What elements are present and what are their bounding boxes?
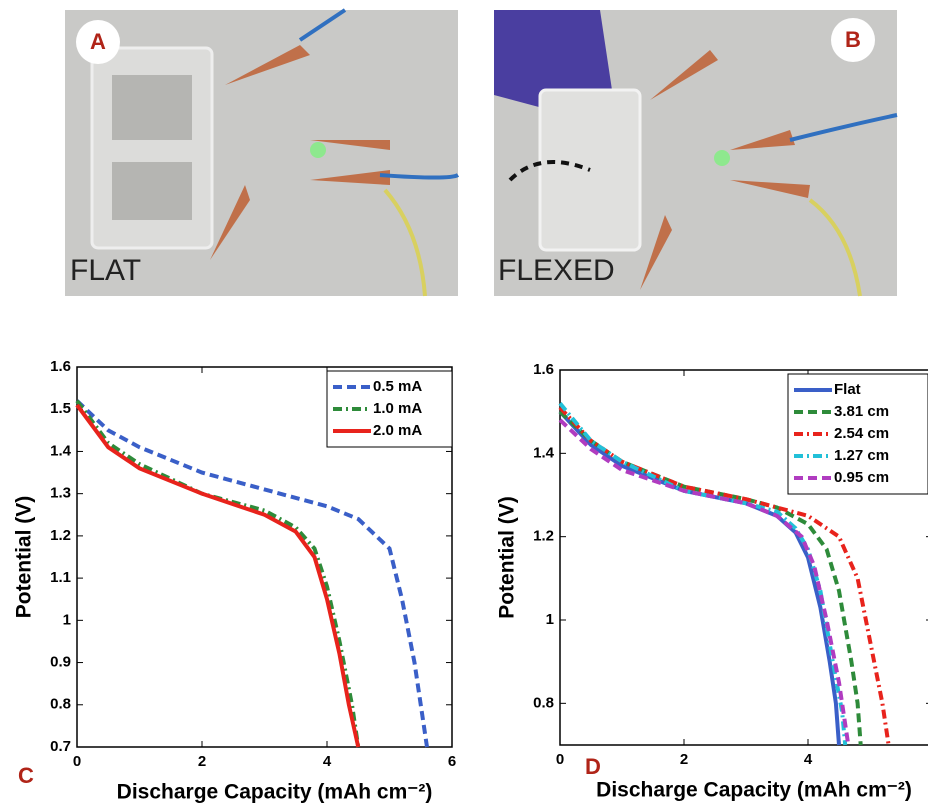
y-tick-label: 0.8: [533, 694, 554, 711]
y-tick-label: 1.3: [50, 485, 71, 502]
legend-label: 0.95 cm: [834, 469, 889, 486]
photo-label: B: [845, 27, 861, 52]
photo-caption: FLAT: [70, 254, 141, 287]
panel-label: D: [585, 754, 601, 779]
photo-caption: FLEXED: [498, 254, 615, 287]
y-axis-label: Potential (V): [13, 496, 36, 619]
x-tick-label: 2: [680, 751, 688, 768]
y-tick-label: 1.6: [533, 361, 554, 378]
photo-b: [494, 10, 898, 297]
x-tick-label: 6: [448, 753, 456, 770]
x-axis-label: Discharge Capacity (mAh cm⁻²): [596, 779, 912, 802]
y-tick-label: 1: [63, 611, 71, 628]
photo-label: A: [90, 29, 106, 54]
legend-label: 1.0 mA: [373, 400, 422, 417]
data-line: [75, 399, 429, 748]
y-axis-label: Potential (V): [496, 496, 519, 619]
data-line: [75, 403, 361, 748]
data-line: [558, 402, 848, 746]
y-tick-label: 1.1: [50, 569, 71, 586]
x-tick-label: 0: [556, 751, 564, 768]
y-tick-label: 1.4: [50, 442, 72, 459]
y-tick-label: 1.6: [50, 358, 71, 375]
x-axis-label: Discharge Capacity (mAh cm⁻²): [117, 781, 433, 804]
y-tick-label: 1.2: [50, 527, 71, 544]
y-tick-label: 1.4: [533, 444, 555, 461]
x-tick-label: 4: [323, 753, 332, 770]
y-tick-label: 1.5: [50, 400, 71, 417]
photo-badge: [76, 20, 120, 64]
y-tick-label: 0.8: [50, 696, 71, 713]
legend-label: 3.81 cm: [834, 403, 889, 420]
chart: 0.8 1 1.2 1.4 1.6 0 2 4 Discharge Capacity (mAh …: [496, 361, 928, 802]
data-line: [558, 418, 851, 746]
photo-a: [65, 8, 460, 297]
photo-badge: [831, 18, 875, 62]
data-line: [75, 399, 361, 748]
legend-label: 2.0 mA: [373, 422, 422, 439]
x-tick-label: 0: [73, 753, 81, 770]
x-tick-label: 4: [804, 751, 813, 768]
legend-label: 1.27 cm: [834, 447, 889, 464]
legend-box: [787, 373, 928, 495]
y-tick-label: 0.7: [50, 738, 71, 755]
x-tick-label: 2: [198, 753, 206, 770]
y-tick-label: 1: [546, 611, 554, 628]
y-tick-label: 1.2: [533, 528, 554, 545]
legend-label: 2.54 cm: [834, 425, 889, 442]
legend-label: 0.5 mA: [373, 378, 422, 395]
legend-label: Flat: [834, 381, 861, 398]
y-tick-label: 0.9: [50, 654, 71, 671]
chart: 0.7 0.8 0.9 1 1.1 1.2 1.3 1.4 1.5 1.6 0 2 4 6 Discharg…: [13, 358, 457, 804]
panel-label: C: [18, 763, 34, 788]
